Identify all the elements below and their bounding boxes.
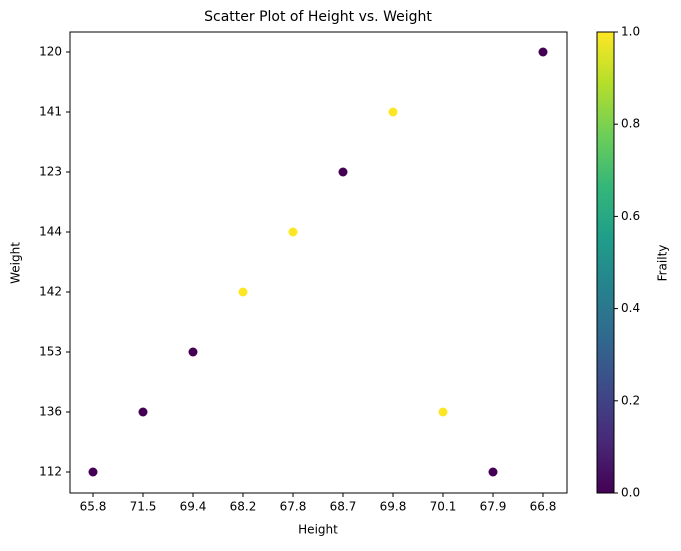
colorbar-tick-label: 0.8	[621, 117, 640, 131]
y-tick-label: 142	[39, 285, 62, 299]
x-tick-label: 67.9	[480, 500, 507, 514]
y-tick-label: 136	[39, 405, 62, 419]
y-tick-label: 153	[39, 345, 62, 359]
x-tick-label: 70.1	[430, 500, 457, 514]
x-tick-label: 68.2	[230, 500, 257, 514]
x-tick-label: 65.8	[80, 500, 107, 514]
colorbar-tick-label: 1.0	[621, 25, 640, 39]
y-tick-label: 120	[39, 45, 62, 59]
point	[238, 287, 248, 297]
point	[488, 467, 498, 477]
point	[438, 407, 448, 417]
colorbar-tick-label: 0.0	[621, 486, 640, 500]
chart-title: Scatter Plot of Height vs. Weight	[204, 9, 432, 25]
x-tick-label: 67.8	[280, 500, 307, 514]
x-tick-label: 66.8	[530, 500, 557, 514]
point	[88, 467, 98, 477]
colorbar-tick-label: 0.6	[621, 209, 640, 223]
y-tick-label: 112	[39, 465, 62, 479]
point	[538, 47, 548, 57]
x-tick-label: 68.7	[330, 500, 357, 514]
y-tick-label: 123	[39, 165, 62, 179]
y-tick-label: 144	[39, 225, 62, 239]
point	[288, 227, 298, 237]
point	[138, 407, 148, 417]
x-axis-label: Height	[298, 523, 338, 537]
point	[338, 167, 348, 177]
colorbar-label: Frailty	[656, 245, 670, 282]
x-tick-label: 69.4	[180, 500, 207, 514]
x-tick-label: 69.8	[380, 500, 407, 514]
point	[188, 347, 198, 357]
colorbar	[596, 31, 615, 494]
colorbar-tick-label: 0.4	[621, 301, 640, 315]
x-tick-label: 71.5	[130, 500, 157, 514]
point	[388, 107, 398, 117]
plot-frame	[69, 31, 568, 494]
colorbar-tick-label: 0.2	[621, 393, 640, 407]
y-axis-label: Weight	[9, 242, 23, 284]
y-tick-label: 141	[39, 105, 62, 119]
